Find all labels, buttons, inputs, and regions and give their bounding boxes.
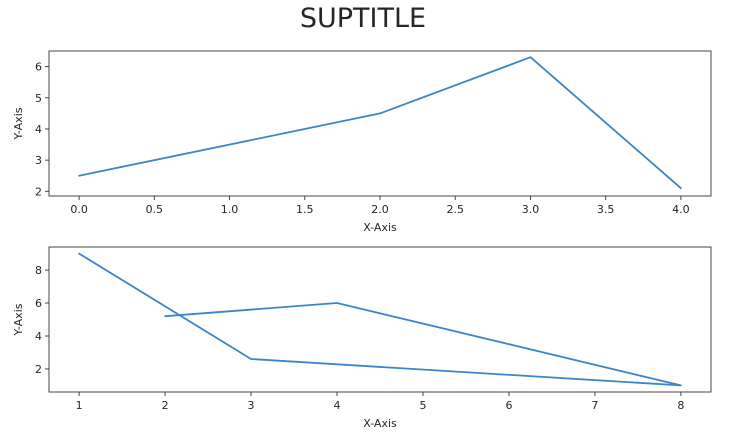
suptitle: SUPTITLE — [300, 3, 426, 34]
top-subplot: 0.0 0.5 1.0 1.5 2.0 2.5 3.0 3.5 4.0 2 3 4 5 6 X-Axis Y-… — [12, 50, 712, 234]
top-y-tick-label: 4 — [35, 123, 42, 136]
bottom-x-tick-label: 8 — [677, 399, 684, 412]
bottom-x-axis-label: X-Axis — [363, 417, 397, 430]
bottom-x-tick-label: 6 — [505, 399, 512, 412]
bottom-y-tick-label: 4 — [35, 330, 42, 343]
bottom-axes-frame — [48, 246, 712, 393]
bottom-series-line-0 — [78, 252, 682, 387]
top-axes-frame — [48, 50, 712, 197]
top-y-tick-label: 2 — [35, 185, 42, 198]
top-y-tick-label: 3 — [35, 154, 42, 167]
top-y-tick-label: 5 — [35, 92, 42, 105]
top-x-tick-label: 2.5 — [446, 203, 464, 216]
top-x-tick-label: 1.5 — [296, 203, 314, 216]
bottom-x-tick-label: 2 — [162, 399, 169, 412]
top-x-tick-label: 4.0 — [672, 203, 690, 216]
top-series-line-0 — [78, 56, 682, 190]
bottom-y-tick-label: 2 — [35, 363, 42, 376]
top-x-axis-label: X-Axis — [363, 221, 397, 234]
top-x-tick-label: 2.0 — [371, 203, 389, 216]
bottom-x-tick-label: 5 — [419, 399, 426, 412]
bottom-y-tick-label: 8 — [35, 264, 42, 277]
bottom-y-axis-label: Y-Axis — [12, 303, 25, 336]
top-x-tick-label: 0.0 — [70, 203, 88, 216]
bottom-subplot: 1 2 3 4 5 6 7 8 2 4 6 8 X-Axis Y-Axis — [12, 246, 712, 430]
top-x-tick-label: 3.0 — [522, 203, 540, 216]
top-x-tick-label: 3.5 — [597, 203, 615, 216]
top-y-tick-label: 6 — [35, 61, 42, 74]
bottom-y-tick-label: 6 — [35, 297, 42, 310]
bottom-x-tick-label: 3 — [248, 399, 255, 412]
bottom-x-tick-label: 4 — [334, 399, 341, 412]
top-x-tick-label: 1.0 — [221, 203, 239, 216]
top-x-tick-label: 0.5 — [146, 203, 164, 216]
bottom-x-tick-label: 1 — [76, 399, 83, 412]
bottom-x-tick-label: 7 — [591, 399, 598, 412]
top-y-axis-label: Y-Axis — [12, 107, 25, 140]
